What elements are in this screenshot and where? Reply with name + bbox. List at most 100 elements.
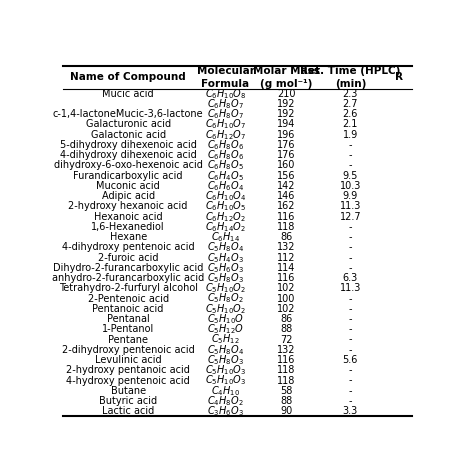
Text: $C_5H_{12}O$: $C_5H_{12}O$	[207, 322, 244, 336]
Text: 88: 88	[280, 324, 292, 334]
Text: 192: 192	[277, 109, 295, 119]
Text: $C_6H_{12}O_7$: $C_6H_{12}O_7$	[205, 128, 246, 142]
Text: Levulinic acid: Levulinic acid	[95, 355, 162, 365]
Text: R: R	[395, 73, 403, 82]
Text: -: -	[348, 304, 352, 314]
Text: $C_5H_4O_3$: $C_5H_4O_3$	[207, 251, 244, 264]
Text: 90: 90	[280, 406, 292, 416]
Text: $C_5H_{10}O_2$: $C_5H_{10}O_2$	[205, 282, 246, 295]
Text: -: -	[348, 324, 352, 334]
Text: Muconic acid: Muconic acid	[96, 181, 160, 191]
Text: -: -	[348, 150, 352, 160]
Text: 4-dihydroxy pentenoic acid: 4-dihydroxy pentenoic acid	[62, 242, 194, 252]
Text: 2.3: 2.3	[343, 89, 358, 99]
Text: $C_6H_{10}O_5$: $C_6H_{10}O_5$	[205, 200, 246, 213]
Text: Tetrahydro-2-furfuryl alcohol: Tetrahydro-2-furfuryl alcohol	[59, 283, 198, 293]
Text: Adipic acid: Adipic acid	[101, 191, 155, 201]
Text: -: -	[348, 232, 352, 242]
Text: $C_5H_8O_2$: $C_5H_8O_2$	[207, 292, 244, 306]
Text: $C_6H_8O_6$: $C_6H_8O_6$	[207, 148, 244, 162]
Text: 12.7: 12.7	[339, 212, 361, 222]
Text: 192: 192	[277, 99, 295, 109]
Text: 4-hydroxy pentenoic acid: 4-hydroxy pentenoic acid	[66, 375, 190, 385]
Text: Lactic acid: Lactic acid	[102, 406, 154, 416]
Text: 176: 176	[277, 150, 295, 160]
Text: $C_6H_{10}O_7$: $C_6H_{10}O_7$	[205, 118, 246, 131]
Text: $C_6H_8O_7$: $C_6H_8O_7$	[207, 97, 244, 111]
Text: 102: 102	[277, 304, 295, 314]
Text: Dihydro-2-furancarboxylic acid: Dihydro-2-furancarboxylic acid	[53, 263, 203, 273]
Text: 86: 86	[280, 314, 292, 324]
Text: 132: 132	[277, 242, 295, 252]
Text: -: -	[348, 345, 352, 355]
Text: $C_6H_8O_6$: $C_6H_8O_6$	[207, 138, 244, 152]
Text: $C_5H_{10}O_2$: $C_5H_{10}O_2$	[205, 302, 246, 316]
Text: -: -	[348, 253, 352, 263]
Text: Butyric acid: Butyric acid	[99, 396, 157, 406]
Text: 6.3: 6.3	[343, 273, 358, 283]
Text: $C_5H_8O_3$: $C_5H_8O_3$	[207, 271, 244, 285]
Text: $C_6H_{10}O_4$: $C_6H_{10}O_4$	[205, 189, 246, 203]
Text: c-1,4-lactoneMucic-3,6-lactone: c-1,4-lactoneMucic-3,6-lactone	[53, 109, 203, 119]
Text: 162: 162	[277, 201, 295, 211]
Text: -: -	[348, 161, 352, 171]
Text: $C_5H_8O_3$: $C_5H_8O_3$	[207, 353, 244, 367]
Text: $C_6H_{14}O_2$: $C_6H_{14}O_2$	[205, 220, 246, 234]
Text: $C_4H_{10}$: $C_4H_{10}$	[211, 384, 240, 398]
Text: $C_5H_6O_3$: $C_5H_6O_3$	[207, 261, 244, 275]
Text: Pentane: Pentane	[108, 335, 148, 345]
Text: 194: 194	[277, 119, 295, 129]
Text: 10.3: 10.3	[340, 181, 361, 191]
Text: 2-hydroxy pentanoic acid: 2-hydroxy pentanoic acid	[66, 365, 190, 375]
Text: 2.7: 2.7	[343, 99, 358, 109]
Text: dihydroxy-6-oxo-hexenoic acid: dihydroxy-6-oxo-hexenoic acid	[54, 161, 202, 171]
Text: 116: 116	[277, 212, 295, 222]
Text: 100: 100	[277, 293, 295, 304]
Text: 86: 86	[280, 232, 292, 242]
Text: 11.3: 11.3	[340, 283, 361, 293]
Text: $C_6H_4O_5$: $C_6H_4O_5$	[207, 169, 244, 182]
Text: 132: 132	[277, 345, 295, 355]
Text: 160: 160	[277, 161, 295, 171]
Text: $C_5H_8O_4$: $C_5H_8O_4$	[207, 343, 244, 357]
Text: 102: 102	[277, 283, 295, 293]
Text: 3.3: 3.3	[343, 406, 358, 416]
Text: 2.1: 2.1	[343, 119, 358, 129]
Text: 9.5: 9.5	[343, 171, 358, 181]
Text: 146: 146	[277, 191, 295, 201]
Text: -: -	[348, 140, 352, 150]
Text: $C_3H_6O_3$: $C_3H_6O_3$	[207, 404, 244, 418]
Text: Galacturonic acid: Galacturonic acid	[86, 119, 171, 129]
Text: Hexane: Hexane	[109, 232, 147, 242]
Text: Ret. Time (HPLC)
(min): Ret. Time (HPLC) (min)	[300, 66, 401, 89]
Text: -: -	[348, 293, 352, 304]
Text: 142: 142	[277, 181, 295, 191]
Text: 196: 196	[277, 130, 295, 140]
Text: $C_5H_{12}$: $C_5H_{12}$	[211, 333, 240, 346]
Text: 176: 176	[277, 140, 295, 150]
Text: 2-dihydroxy pentenoic acid: 2-dihydroxy pentenoic acid	[62, 345, 194, 355]
Text: 2-hydroxy hexanoic acid: 2-hydroxy hexanoic acid	[68, 201, 188, 211]
Text: Mucic acid: Mucic acid	[102, 89, 154, 99]
Text: 118: 118	[277, 375, 295, 385]
Text: $C_6H_{10}O_8$: $C_6H_{10}O_8$	[205, 87, 246, 100]
Text: 210: 210	[277, 89, 295, 99]
Text: Pentanoic acid: Pentanoic acid	[92, 304, 164, 314]
Text: 114: 114	[277, 263, 295, 273]
Text: $C_6H_8O_7$: $C_6H_8O_7$	[207, 107, 244, 121]
Text: 58: 58	[280, 386, 292, 396]
Text: -: -	[348, 242, 352, 252]
Text: $C_6H_8O_5$: $C_6H_8O_5$	[207, 158, 244, 173]
Text: -: -	[348, 335, 352, 345]
Text: 4-dihydroxy dihexenoic acid: 4-dihydroxy dihexenoic acid	[60, 150, 197, 160]
Text: 156: 156	[277, 171, 295, 181]
Text: Butane: Butane	[110, 386, 146, 396]
Text: 2-Pentenoic acid: 2-Pentenoic acid	[88, 293, 169, 304]
Text: -: -	[348, 263, 352, 273]
Text: Furandicarboxylic acid: Furandicarboxylic acid	[73, 171, 183, 181]
Text: Galactonic acid: Galactonic acid	[91, 130, 166, 140]
Text: 118: 118	[277, 222, 295, 232]
Text: Pentanal: Pentanal	[107, 314, 149, 324]
Text: 2.6: 2.6	[343, 109, 358, 119]
Text: -: -	[348, 386, 352, 396]
